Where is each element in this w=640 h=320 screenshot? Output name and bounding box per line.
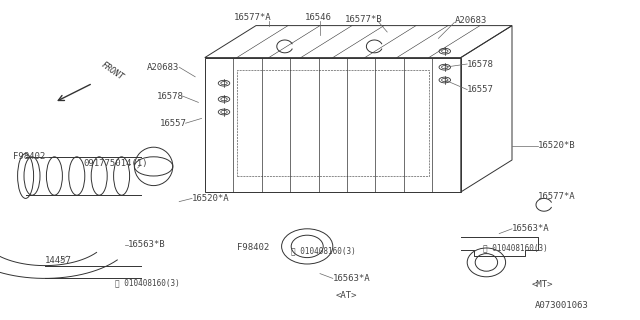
Text: 16563*B: 16563*B bbox=[128, 240, 166, 249]
Text: 16577*B: 16577*B bbox=[345, 15, 382, 24]
Text: Ⓑ 010408160(3): Ⓑ 010408160(3) bbox=[483, 244, 548, 252]
Text: 16546: 16546 bbox=[305, 13, 332, 22]
Text: Ⓑ 010408160(3): Ⓑ 010408160(3) bbox=[291, 247, 356, 256]
Text: F98402: F98402 bbox=[13, 152, 45, 161]
Text: 16577*A: 16577*A bbox=[234, 13, 271, 22]
Text: <MT>: <MT> bbox=[531, 280, 553, 289]
Text: A20683: A20683 bbox=[147, 63, 179, 72]
Text: Ⓑ 010408160(3): Ⓑ 010408160(3) bbox=[115, 279, 180, 288]
Text: A073001063: A073001063 bbox=[534, 301, 588, 310]
Text: 16557: 16557 bbox=[160, 119, 187, 128]
Text: 16520*B: 16520*B bbox=[538, 141, 575, 150]
Text: 16577*A: 16577*A bbox=[538, 192, 575, 201]
Text: 14457: 14457 bbox=[45, 256, 72, 265]
Text: 16578: 16578 bbox=[157, 92, 184, 100]
Text: A20683: A20683 bbox=[454, 16, 486, 25]
Text: 16563*A: 16563*A bbox=[512, 224, 550, 233]
Text: 091775014(1): 091775014(1) bbox=[83, 159, 148, 168]
Text: 16520*A: 16520*A bbox=[192, 194, 230, 203]
Text: 16578: 16578 bbox=[467, 60, 494, 68]
Text: 16563*A: 16563*A bbox=[333, 274, 371, 283]
Text: <AT>: <AT> bbox=[336, 292, 358, 300]
Text: F98402: F98402 bbox=[237, 244, 269, 252]
Text: 16557: 16557 bbox=[467, 85, 494, 94]
Text: FRONT: FRONT bbox=[99, 60, 125, 82]
